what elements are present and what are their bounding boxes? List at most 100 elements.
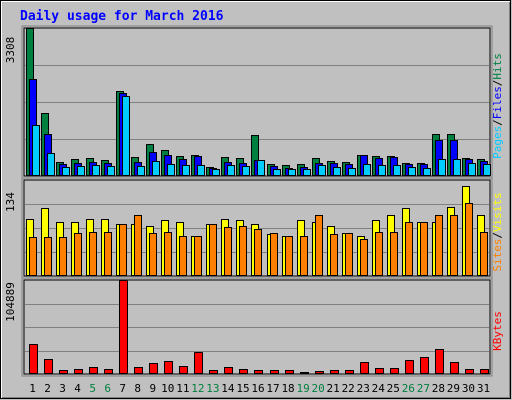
hits-files-pages-bar-pages-day-27: [423, 168, 431, 176]
kbytes-bar-kbytes-day-29: [450, 362, 459, 374]
x-tick-label-day-16: 16: [251, 382, 264, 395]
x-tick-label-day-22: 22: [342, 382, 355, 395]
x-tick-label-day-10: 10: [161, 382, 174, 395]
sites-visits-series-label-slash: /: [491, 232, 504, 239]
sites-visits-bar-sites-day-20: [315, 215, 323, 276]
hits-files-pages-bar-pages-day-28: [438, 159, 446, 176]
x-tick-label-day-17: 17: [266, 382, 279, 395]
kbytes-bar-kbytes-day-15: [239, 369, 248, 374]
x-tick-label-day-15: 15: [236, 382, 249, 395]
x-tick-label-day-13: 13: [206, 382, 219, 395]
x-tick-label-day-31: 31: [477, 382, 490, 395]
sites-visits-bar-sites-day-27: [420, 222, 428, 276]
chart-title: Daily usage for March 2016: [20, 9, 224, 24]
sites-visits-bar-sites-day-25: [390, 232, 398, 276]
kbytes-bar-kbytes-day-13: [209, 370, 218, 374]
sites-visits-bar-sites-day-9: [149, 233, 157, 276]
kbytes-bar-kbytes-day-25: [390, 368, 399, 374]
kbytes-bar-kbytes-day-28: [435, 349, 444, 374]
kbytes-bar-kbytes-day-20: [315, 371, 324, 374]
kbytes-bar-kbytes-day-23: [360, 362, 369, 374]
hits-files-pages-bar-pages-day-9: [152, 161, 160, 176]
sites-visits-ymax-label: 134: [4, 192, 17, 212]
x-tick-label-day-5: 5: [89, 382, 96, 395]
hits-files-pages-bar-pages-day-14: [227, 165, 235, 176]
hits-files-pages-bar-pages-day-13: [212, 169, 220, 176]
hits-files-pages-series-label-files: Files: [491, 86, 504, 119]
sites-visits-bar-sites-day-6: [104, 232, 112, 276]
hits-files-pages-bar-pages-day-16: [257, 160, 265, 176]
hits-files-pages-bar-pages-day-7: [122, 96, 130, 176]
sites-visits-bar-sites-day-5: [89, 232, 97, 276]
x-tick-label-day-2: 2: [44, 382, 51, 395]
kbytes-bar-kbytes-day-14: [224, 367, 233, 374]
sites-visits-bar-sites-day-11: [179, 236, 187, 276]
x-tick-label-day-24: 24: [372, 382, 386, 395]
hits-files-pages-bar-pages-day-20: [318, 165, 326, 176]
kbytes-bar-kbytes-day-22: [345, 370, 354, 374]
sites-visits-bar-sites-day-14: [224, 227, 232, 276]
x-tick-label-day-23: 23: [357, 382, 370, 395]
sites-visits-bar-sites-day-12: [194, 236, 202, 276]
hits-files-pages-bar-pages-day-11: [182, 165, 190, 176]
hits-files-pages-bar-pages-day-31: [483, 164, 491, 176]
kbytes-bar-kbytes-day-5: [89, 367, 98, 374]
x-tick-label-day-30: 30: [462, 382, 475, 395]
hits-files-pages-bar-pages-day-24: [378, 165, 386, 176]
hits-files-pages-series-label-hits: Hits: [491, 53, 504, 80]
sites-visits-bar-sites-day-10: [164, 232, 172, 276]
x-tick-label-day-9: 9: [149, 382, 156, 395]
x-tick-label-day-21: 21: [327, 382, 340, 395]
sites-visits-bar-sites-day-30: [465, 203, 473, 276]
kbytes-bar-kbytes-day-27: [420, 357, 429, 374]
kbytes-bar-kbytes-day-6: [104, 369, 113, 374]
hits-files-pages-bar-pages-day-10: [167, 164, 175, 176]
hits-files-pages-bar-pages-day-6: [107, 166, 115, 176]
hits-files-pages-bar-pages-day-4: [77, 166, 85, 176]
kbytes-bar-kbytes-day-2: [44, 359, 53, 374]
hits-files-pages-bar-pages-day-2: [47, 153, 55, 176]
x-tick-label-day-29: 29: [447, 382, 460, 395]
kbytes-bar-kbytes-day-31: [480, 369, 489, 374]
x-tick-label-day-18: 18: [281, 382, 294, 395]
x-tick-label-day-19: 19: [296, 382, 309, 395]
kbytes-ymax-label: 104889: [4, 282, 17, 322]
kbytes-bar-kbytes-day-1: [29, 344, 38, 374]
hits-files-pages-bar-pages-day-22: [348, 168, 356, 176]
kbytes-bar-kbytes-day-11: [179, 366, 188, 374]
kbytes-bar-kbytes-day-26: [405, 360, 414, 374]
kbytes-bar-kbytes-day-30: [465, 369, 474, 374]
hits-files-pages-bar-pages-day-23: [363, 164, 371, 176]
hits-files-pages-bar-pages-day-19: [303, 169, 311, 176]
sites-visits-bar-sites-day-18: [285, 236, 293, 276]
kbytes-series-label-kbytes: KBytes: [491, 311, 504, 351]
hits-files-pages-series-label-slash: /: [491, 119, 504, 126]
x-tick-label-day-26: 26: [402, 382, 415, 395]
hits-files-pages-bar-pages-day-25: [393, 165, 401, 176]
sites-visits-series-label-sites: Sites: [491, 239, 504, 272]
hits-files-pages-bar-pages-day-3: [62, 167, 70, 176]
sites-visits-bar-sites-day-22: [345, 233, 353, 276]
hits-files-pages-bar-pages-day-29: [453, 159, 461, 176]
x-tick-label-day-27: 27: [417, 382, 430, 395]
x-tick-label-day-12: 12: [191, 382, 204, 395]
sites-visits-bar-sites-day-8: [134, 215, 142, 276]
sites-visits-bar-sites-day-3: [59, 237, 67, 276]
hits-files-pages-series-label-pages: Pages: [491, 126, 504, 159]
hits-files-pages-bar-pages-day-12: [197, 165, 205, 176]
kbytes-bar-kbytes-day-10: [164, 361, 173, 374]
kbytes-bar-kbytes-day-17: [270, 370, 279, 374]
hits-files-pages-bar-pages-day-30: [468, 163, 476, 176]
hits-files-pages-ymax-label: 3308: [4, 37, 17, 64]
kbytes-bar-kbytes-day-18: [285, 370, 294, 374]
sites-visits-bar-sites-day-7: [119, 224, 127, 276]
hits-files-pages-bar-pages-day-15: [242, 166, 250, 176]
sites-visits-bar-sites-day-1: [29, 237, 37, 276]
hits-files-pages-bar-pages-day-5: [92, 165, 100, 176]
kbytes-bar-kbytes-day-4: [74, 369, 83, 374]
kbytes-bar-kbytes-day-9: [149, 363, 158, 374]
kbytes-bar-kbytes-day-21: [330, 370, 339, 374]
sites-visits-bar-sites-day-19: [300, 236, 308, 276]
kbytes-bar-kbytes-day-3: [59, 370, 68, 374]
